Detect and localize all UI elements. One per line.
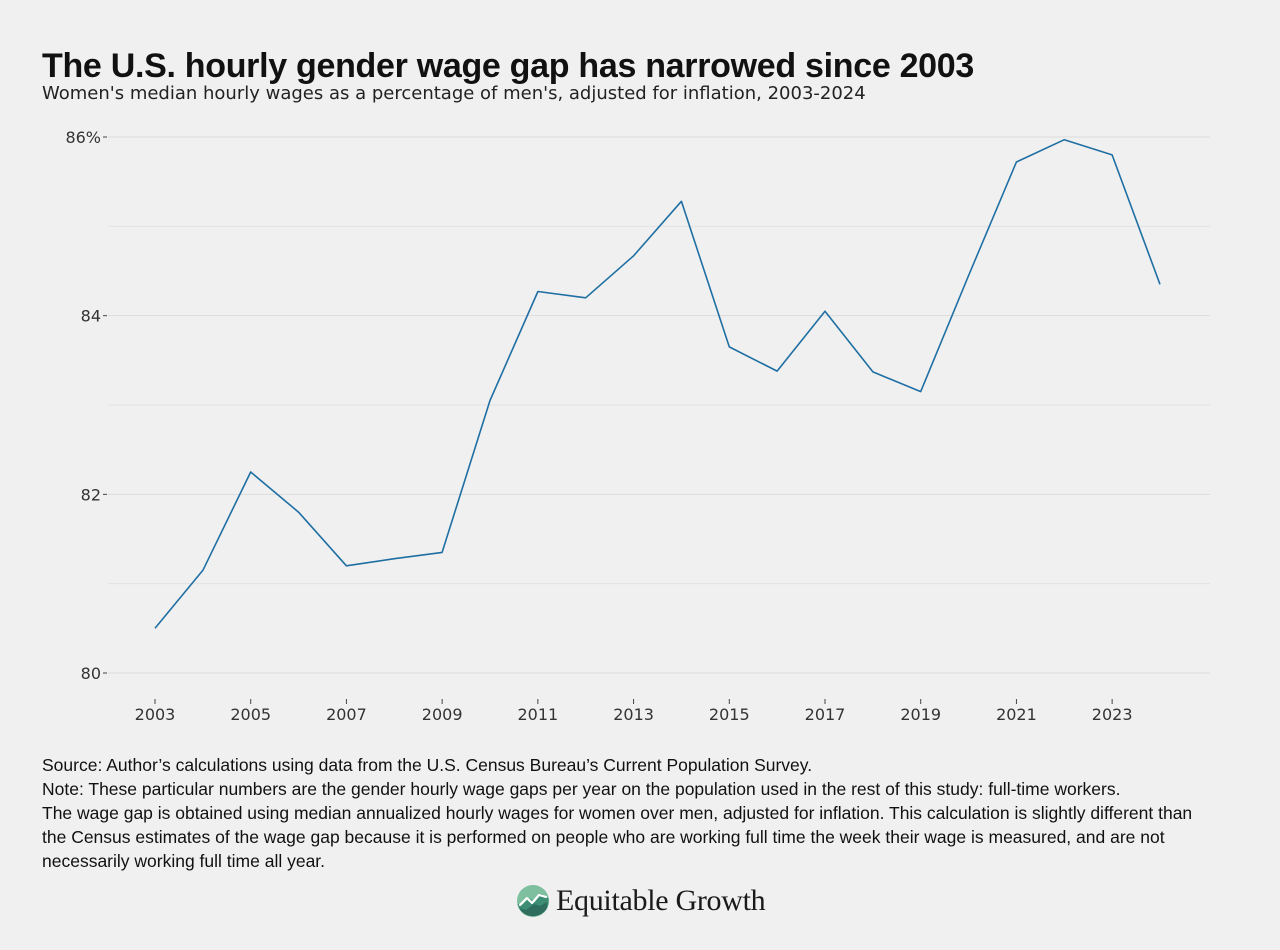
x-tick-label: 2021 bbox=[996, 705, 1037, 724]
series-line bbox=[154, 138, 1161, 629]
y-tick-label: 80 bbox=[81, 664, 101, 683]
x-tick-label: 2023 bbox=[1092, 705, 1133, 724]
series-layer bbox=[154, 138, 1161, 629]
equitable-growth-logo: Equitable Growth bbox=[516, 884, 766, 918]
line-chart: 80 82 84 86% 2003 2005 2007 2009 2011 2013 2015 201… bbox=[65, 128, 1210, 724]
x-tick-label: 2009 bbox=[422, 705, 463, 724]
note-line-2: The wage gap is obtained using median an… bbox=[42, 803, 1193, 871]
x-tick-label: 2013 bbox=[613, 705, 654, 724]
chart-notes: Source: Author’s calculations using data… bbox=[42, 753, 1212, 873]
x-tick-label: 2005 bbox=[230, 705, 271, 724]
x-tick-label: 2011 bbox=[517, 705, 558, 724]
x-tick-label: 2015 bbox=[709, 705, 750, 724]
source-note: Source: Author’s calculations using data… bbox=[42, 755, 813, 775]
equitable-growth-logo-icon bbox=[517, 885, 549, 917]
logo-text: Equitable Growth bbox=[556, 884, 766, 917]
x-tick-label: 2003 bbox=[135, 705, 176, 724]
y-tick-label: 84 bbox=[81, 307, 101, 326]
chart-subtitle: Women's median hourly wages as a percent… bbox=[42, 83, 866, 104]
chart-title: The U.S. hourly gender wage gap has narr… bbox=[42, 47, 975, 85]
x-tick-label: 2007 bbox=[326, 705, 367, 724]
axis-layer: 80 82 84 86% 2003 2005 2007 2009 2011 2013 2015 201… bbox=[65, 128, 1132, 724]
x-tick-label: 2019 bbox=[900, 705, 941, 724]
x-tick-label: 2017 bbox=[805, 705, 846, 724]
y-tick-label: 86% bbox=[65, 128, 101, 147]
grid-layer bbox=[108, 136, 1210, 674]
note-line-1: Note: These particular numbers are the g… bbox=[42, 779, 1121, 799]
y-tick-label: 82 bbox=[81, 485, 101, 504]
